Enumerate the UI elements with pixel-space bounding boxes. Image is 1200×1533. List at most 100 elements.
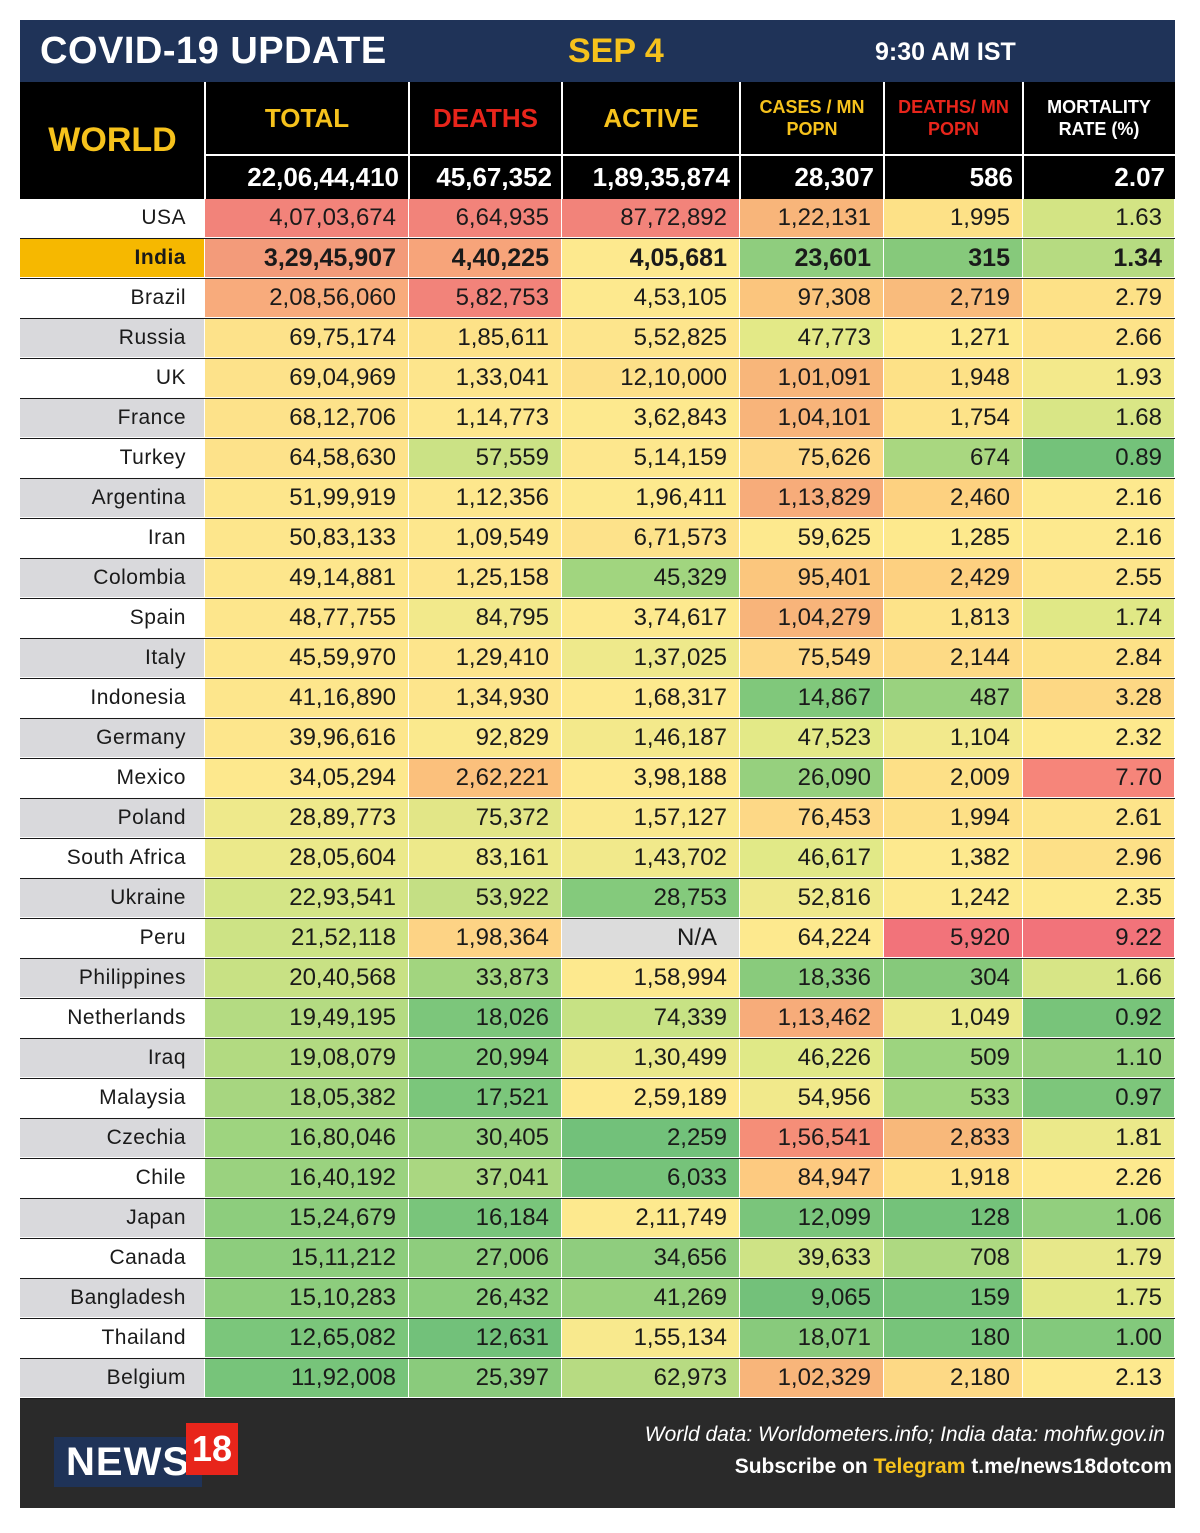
table-cell: 1,995 [884,199,1023,238]
world-label: WORLD [20,82,205,199]
country-name: Chile [20,1159,205,1198]
table-cell: 1,37,025 [562,639,740,678]
table-cell: 27,006 [409,1239,562,1278]
table-cell: 1,96,411 [562,479,740,518]
world-total: 22,06,44,410 [205,154,409,199]
table-cell: 54,956 [740,1079,884,1118]
table-cell: 57,559 [409,439,562,478]
table-cell: 1,46,187 [562,719,740,758]
table-cell: 1,049 [884,999,1023,1038]
table-row: Indonesia 41,16,890 1,34,930 1,68,317 14,867… [20,679,1175,719]
table-cell: 2.32 [1023,719,1175,758]
table-cell: 2,08,56,060 [205,279,409,318]
table-cell: 30,405 [409,1119,562,1158]
table-row: Netherlands 19,49,195 18,026 74,339 1,13,462… [20,999,1175,1039]
header-divider [408,82,410,199]
table-cell: 39,633 [740,1239,884,1278]
table-row: Poland 28,89,773 75,372 1,57,127 76,453 1,994… [20,799,1175,839]
table-row: Czechia 16,80,046 30,405 2,259 1,56,541 2,833… [20,1119,1175,1159]
table-cell: 75,372 [409,799,562,838]
table-cell: 6,71,573 [562,519,740,558]
table-cell: 2,833 [884,1119,1023,1158]
table-cell: 1.81 [1023,1119,1175,1158]
table-cell: 18,026 [409,999,562,1038]
subscribe-prefix: Subscribe on [734,1455,868,1478]
table-cell: 2.61 [1023,799,1175,838]
table-cell: 5,14,159 [562,439,740,478]
table-row: Mexico 34,05,294 2,62,221 3,98,188 26,090 2,0… [20,759,1175,799]
country-name: India [20,239,205,278]
table-cell: 1,754 [884,399,1023,438]
table-cell: 1,43,702 [562,839,740,878]
table-cell: N/A [562,919,740,958]
time-label: 9:30 AM IST [875,38,1016,66]
table-cell: 5,920 [884,919,1023,958]
table-cell: 59,625 [740,519,884,558]
world-total: 2.07 [1023,154,1175,199]
country-name: Mexico [20,759,205,798]
table-cell: 1,918 [884,1159,1023,1198]
table-cell: 2,144 [884,639,1023,678]
country-name: Poland [20,799,205,838]
country-name: USA [20,199,205,238]
table-cell: 1.34 [1023,239,1175,278]
table-cell: 2,11,749 [562,1199,740,1238]
table-cell: 26,432 [409,1279,562,1318]
table-cell: 0.97 [1023,1079,1175,1118]
table-cell: 45,329 [562,559,740,598]
table-cell: 62,973 [562,1359,740,1398]
table-cell: 1.06 [1023,1199,1175,1238]
column-header-label: TOTAL [264,102,350,133]
column-header-label: DEATHS [433,102,538,133]
table-row: Peru 21,52,118 1,98,364 N/A 64,224 5,920 9.22 [20,919,1175,959]
table-cell: 41,269 [562,1279,740,1318]
table-cell: 1,14,773 [409,399,562,438]
table-cell: 28,05,604 [205,839,409,878]
column-header: CASES / MN POPN 28,307 [740,82,884,199]
table-cell: 69,75,174 [205,319,409,358]
table-cell: 1,98,364 [409,919,562,958]
table-cell: 487 [884,679,1023,718]
table-cell: 18,05,382 [205,1079,409,1118]
table-cell: 3,74,617 [562,599,740,638]
column-header-label: CASES / MN POPN [759,96,865,140]
table-cell: 1,09,549 [409,519,562,558]
table-cell: 11,92,008 [205,1359,409,1398]
table-cell: 2,460 [884,479,1023,518]
table-row: France 68,12,706 1,14,773 3,62,843 1,04,101 1… [20,399,1175,439]
table-cell: 2,429 [884,559,1023,598]
table-row: Japan 15,24,679 16,184 2,11,749 12,099 128 1.0… [20,1199,1175,1239]
table-cell: 49,14,881 [205,559,409,598]
table-cell: 2,259 [562,1119,740,1158]
table-cell: 3,98,188 [562,759,740,798]
table-cell: 1,85,611 [409,319,562,358]
table-cell: 2,62,221 [409,759,562,798]
table-cell: 5,52,825 [562,319,740,358]
table-cell: 21,52,118 [205,919,409,958]
column-header: MORTALITY RATE (%) 2.07 [1023,82,1175,199]
table-cell: 9.22 [1023,919,1175,958]
country-name: Canada [20,1239,205,1278]
footer: NEWS 18 World data: Worldometers.info; I… [20,1399,1175,1508]
table-cell: 1,04,101 [740,399,884,438]
table-cell: 18,071 [740,1319,884,1358]
column-header: TOTAL 22,06,44,410 [205,82,409,199]
country-name: Italy [20,639,205,678]
table-cell: 1,29,410 [409,639,562,678]
table-cell: 23,601 [740,239,884,278]
table-cell: 1.75 [1023,1279,1175,1318]
table-cell: 2.79 [1023,279,1175,318]
table-cell: 15,11,212 [205,1239,409,1278]
table-cell: 12,099 [740,1199,884,1238]
header-divider [1022,82,1024,199]
table-row: Germany 39,96,616 92,829 1,46,187 47,523 1,10… [20,719,1175,759]
table-cell: 1,58,994 [562,959,740,998]
table-cell: 304 [884,959,1023,998]
table-row: USA 4,07,03,674 6,64,935 87,72,892 1,22,131 1… [20,199,1175,239]
table-cell: 75,626 [740,439,884,478]
table-cell: 2,719 [884,279,1023,318]
telegram-link[interactable]: t.me/news18dotcom [971,1455,1172,1478]
table-cell: 1,57,127 [562,799,740,838]
table-cell: 46,617 [740,839,884,878]
infographic: COVID-19 UPDATE SEP 4 9:30 AM IST WORLD … [20,20,1175,1508]
